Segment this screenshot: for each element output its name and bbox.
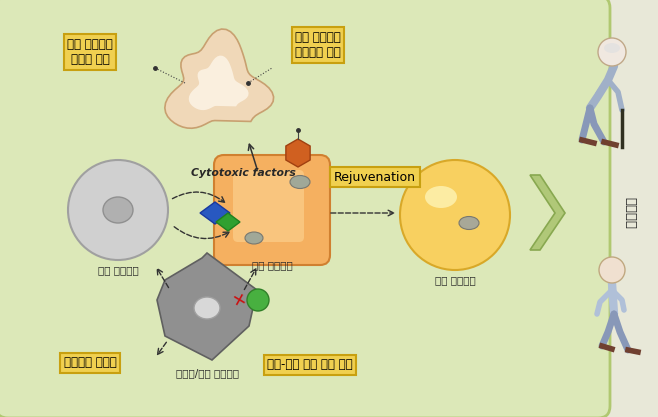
Polygon shape <box>164 29 274 128</box>
Text: Rejuvenation: Rejuvenation <box>334 171 416 183</box>
Ellipse shape <box>290 176 310 188</box>
Circle shape <box>598 38 626 66</box>
Circle shape <box>68 160 168 260</box>
FancyBboxPatch shape <box>233 170 304 242</box>
Polygon shape <box>157 253 257 360</box>
Text: 면역세포 정상화: 면역세포 정상화 <box>64 357 116 369</box>
Ellipse shape <box>245 232 263 244</box>
Ellipse shape <box>459 216 479 229</box>
Text: 노화 지방세포
시그너처 발굴: 노화 지방세포 시그너처 발굴 <box>295 31 341 59</box>
Polygon shape <box>286 139 310 167</box>
Circle shape <box>247 289 269 311</box>
Ellipse shape <box>604 43 620 53</box>
Text: Cytotoxic factors: Cytotoxic factors <box>191 168 295 178</box>
Circle shape <box>599 257 625 283</box>
FancyBboxPatch shape <box>214 155 330 265</box>
Polygon shape <box>200 202 230 224</box>
Polygon shape <box>530 175 565 250</box>
Polygon shape <box>216 213 240 231</box>
Ellipse shape <box>194 297 220 319</box>
Polygon shape <box>189 55 249 110</box>
Ellipse shape <box>425 186 457 208</box>
Ellipse shape <box>103 197 133 223</box>
Text: 노화 지방세포
선택적 제거: 노화 지방세포 선택적 제거 <box>67 38 113 66</box>
Text: 비활성/노화 면역세포: 비활성/노화 면역세포 <box>176 368 238 378</box>
Text: 노화-면역 상호 작용 이해: 노화-면역 상호 작용 이해 <box>267 359 353 372</box>
Text: 정상 면역세포: 정상 면역세포 <box>97 265 138 275</box>
FancyBboxPatch shape <box>0 0 610 417</box>
Circle shape <box>400 160 510 270</box>
Text: ✕: ✕ <box>231 289 249 311</box>
Text: 건강노화: 건강노화 <box>624 197 636 229</box>
Text: 노화 지방세포: 노화 지방세포 <box>251 260 292 270</box>
Text: 정상 지방세포: 정상 지방세포 <box>435 275 475 285</box>
